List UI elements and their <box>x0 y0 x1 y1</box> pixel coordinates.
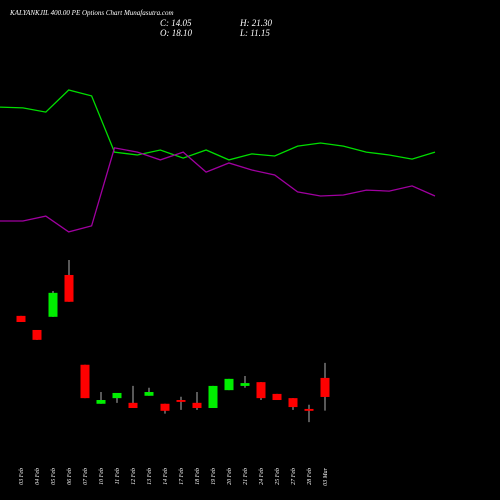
candle-body <box>160 403 170 411</box>
x-tick-label: 10 Feb <box>99 468 105 485</box>
candle-body <box>288 398 298 408</box>
x-tick-label: 19 Feb <box>211 468 217 485</box>
candle-body <box>304 408 314 411</box>
x-tick-label: 05 Feb <box>51 468 57 485</box>
x-tick-label: 20 Feb <box>227 468 233 485</box>
x-tick-label: 06 Feb <box>67 468 73 485</box>
candle-body <box>320 377 330 397</box>
info-high: H: 21.30 <box>239 18 272 28</box>
candle-body <box>32 329 42 340</box>
x-tick-label: 27 Feb <box>291 468 297 485</box>
x-tick-label: 13 Feb <box>147 468 153 485</box>
candle-body <box>240 383 250 386</box>
x-tick-label: 14 Feb <box>162 468 169 485</box>
candle-body <box>208 385 218 409</box>
x-tick-label: 07 Feb <box>83 468 89 485</box>
candle-body <box>112 392 122 399</box>
candle-body <box>16 315 26 322</box>
candle-body <box>144 392 154 396</box>
info-low: L: 11.15 <box>239 28 270 38</box>
x-tick-label: 03 Feb <box>19 468 25 485</box>
candle-body <box>256 382 266 399</box>
candle-body <box>48 292 58 317</box>
x-tick-label: 11 Feb <box>115 468 121 484</box>
indicator-line <box>0 89 436 161</box>
candle-body <box>128 402 138 409</box>
x-tick-label: 12 Feb <box>131 468 137 485</box>
x-tick-label: 03 Mar <box>323 467 329 485</box>
candle-body <box>224 378 234 391</box>
candle-body <box>176 400 186 402</box>
candle-body <box>192 402 202 409</box>
x-tick-label: 17 Feb <box>179 468 185 485</box>
candle-body <box>272 393 282 401</box>
candle-body <box>64 274 74 302</box>
candle-body <box>80 364 90 399</box>
x-tick-label: 04 Feb <box>34 468 41 485</box>
candle-body <box>96 400 106 404</box>
info-close: C: 14.05 <box>160 18 192 28</box>
x-tick-label: 21 Feb <box>243 468 249 485</box>
x-tick-label: 28 Feb <box>307 468 313 485</box>
x-tick-label: 25 Feb <box>275 468 281 485</box>
indicator-line <box>0 147 436 233</box>
info-open: O: 18.10 <box>160 28 192 38</box>
x-tick-label: 18 Feb <box>195 468 201 485</box>
x-tick-label: 24 Feb <box>258 468 265 485</box>
chart-title: KALYANKJIL 400.00 PE Options Chart Munaf… <box>9 9 174 17</box>
